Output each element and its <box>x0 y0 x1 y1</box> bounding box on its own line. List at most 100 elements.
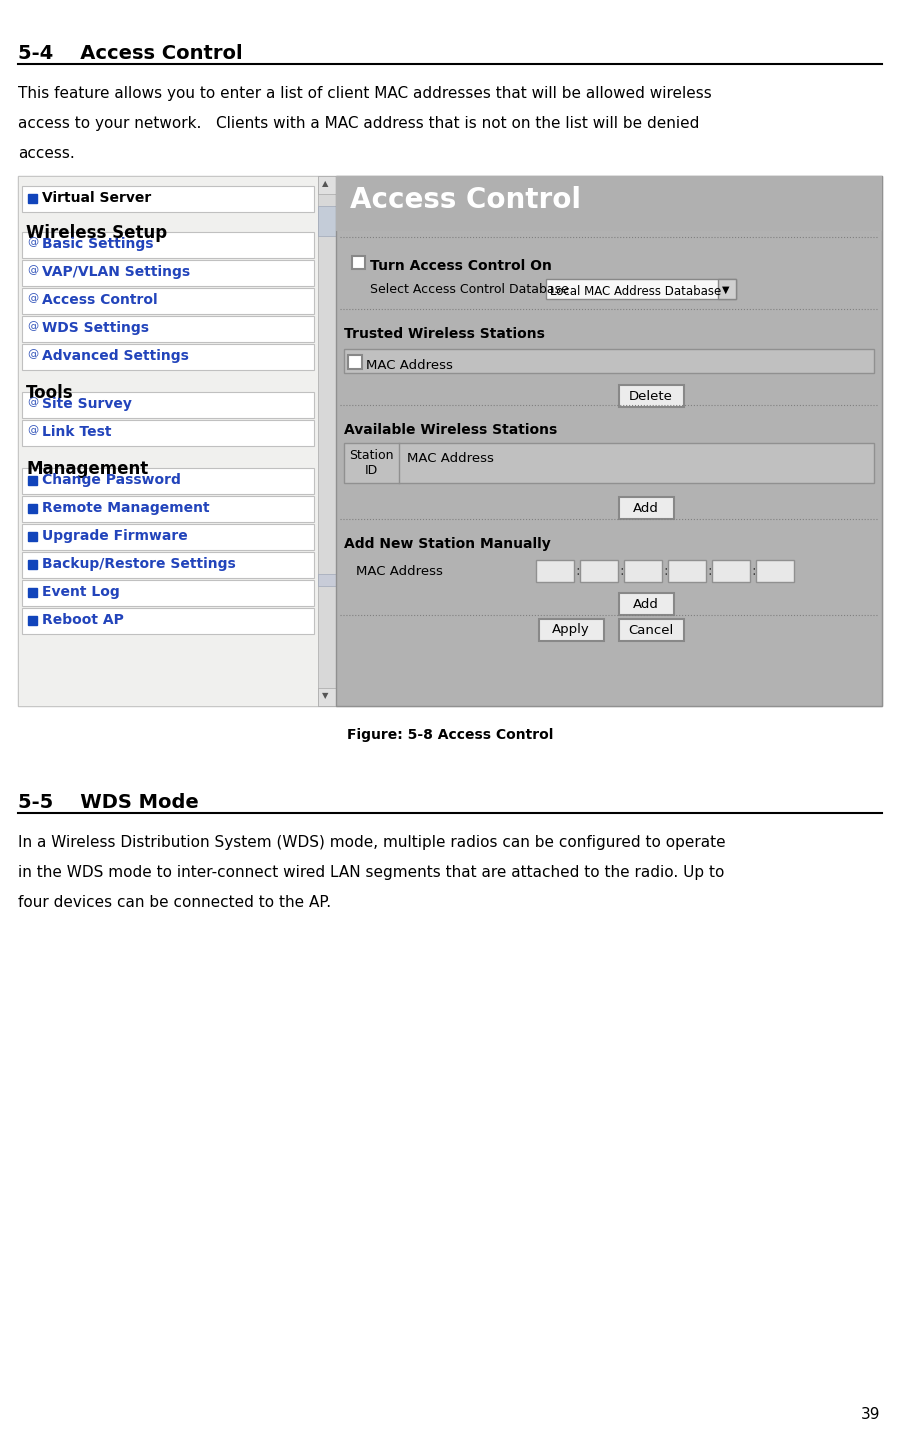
Bar <box>619 386 684 407</box>
Bar <box>536 560 574 582</box>
Bar <box>28 531 37 542</box>
Text: In a Wireless Distribution System (WDS) mode, multiple radios can be configured : In a Wireless Distribution System (WDS) … <box>18 835 725 851</box>
Text: Basic Settings: Basic Settings <box>42 237 154 251</box>
Text: This feature allows you to enter a list of client MAC addresses that will be all: This feature allows you to enter a list … <box>18 87 712 101</box>
Bar <box>18 176 318 706</box>
Text: in the WDS mode to inter-connect wired LAN segments that are attached to the rad: in the WDS mode to inter-connect wired L… <box>18 865 724 879</box>
Bar <box>539 619 604 641</box>
Text: Add New Station Manually: Add New Station Manually <box>344 537 551 552</box>
Text: access.: access. <box>18 146 75 160</box>
Text: Reboot AP: Reboot AP <box>42 614 124 627</box>
Bar <box>546 279 736 299</box>
Bar <box>22 391 314 417</box>
Text: :: : <box>707 565 712 578</box>
Text: @: @ <box>27 349 38 360</box>
Text: MAC Address: MAC Address <box>407 452 494 465</box>
Bar <box>344 443 874 482</box>
Bar <box>22 186 314 212</box>
Bar <box>22 608 314 634</box>
Text: four devices can be connected to the AP.: four devices can be connected to the AP. <box>18 895 331 910</box>
Text: Delete: Delete <box>629 390 673 403</box>
Text: ▼: ▼ <box>322 692 328 700</box>
Text: :: : <box>663 565 668 578</box>
Bar <box>28 560 37 569</box>
Bar <box>22 524 314 550</box>
Bar <box>22 316 314 342</box>
Text: Add: Add <box>633 598 659 611</box>
Bar <box>22 580 314 606</box>
Bar <box>712 560 750 582</box>
Bar <box>22 287 314 313</box>
Bar <box>352 256 365 269</box>
Bar <box>22 420 314 446</box>
Bar <box>28 588 37 596</box>
Bar <box>318 687 336 706</box>
Bar <box>580 560 618 582</box>
Bar <box>22 552 314 578</box>
Bar <box>348 355 362 370</box>
Bar <box>318 176 336 193</box>
Text: Wireless Setup: Wireless Setup <box>26 224 167 243</box>
Text: @: @ <box>27 266 38 274</box>
Bar <box>718 279 736 299</box>
Bar <box>22 495 314 521</box>
Text: 5-5    WDS Mode: 5-5 WDS Mode <box>18 793 199 812</box>
Bar <box>28 504 37 513</box>
Text: WDS Settings: WDS Settings <box>42 321 149 335</box>
Text: Upgrade Firmware: Upgrade Firmware <box>42 529 188 543</box>
Text: access to your network.   Clients with a MAC address that is not on the list wil: access to your network. Clients with a M… <box>18 116 699 131</box>
Text: @: @ <box>27 293 38 303</box>
Text: Event Log: Event Log <box>42 585 120 599</box>
Text: :: : <box>751 565 756 578</box>
Bar <box>344 349 874 373</box>
Text: Figure: 5-8 Access Control: Figure: 5-8 Access Control <box>346 728 554 742</box>
Bar <box>22 260 314 286</box>
Text: Advanced Settings: Advanced Settings <box>42 349 189 362</box>
Text: Cancel: Cancel <box>628 624 673 637</box>
Bar <box>318 206 336 235</box>
Bar <box>336 176 882 706</box>
Text: Virtual Server: Virtual Server <box>42 191 151 205</box>
Text: Link Test: Link Test <box>42 425 112 439</box>
Text: Turn Access Control On: Turn Access Control On <box>370 258 552 273</box>
Bar <box>28 477 37 485</box>
Text: @: @ <box>27 321 38 331</box>
Text: Change Password: Change Password <box>42 474 181 487</box>
Bar <box>619 497 674 518</box>
Text: ▼: ▼ <box>722 284 730 295</box>
Text: Local MAC Address Database: Local MAC Address Database <box>550 284 721 297</box>
Text: @: @ <box>27 425 38 435</box>
Text: Backup/Restore Settings: Backup/Restore Settings <box>42 557 236 570</box>
Text: :: : <box>575 565 580 578</box>
Text: Access Control: Access Control <box>350 186 581 214</box>
Bar <box>22 232 314 258</box>
Bar <box>22 344 314 370</box>
Bar <box>318 575 336 586</box>
Text: MAC Address: MAC Address <box>356 565 443 578</box>
Bar <box>619 619 684 641</box>
Text: Tools: Tools <box>26 384 74 401</box>
Text: @: @ <box>27 237 38 247</box>
Text: ▲: ▲ <box>322 179 328 188</box>
Text: 5-4    Access Control: 5-4 Access Control <box>18 43 243 64</box>
Bar <box>318 176 336 706</box>
Text: @: @ <box>27 397 38 407</box>
Bar <box>336 176 882 231</box>
Text: VAP/VLAN Settings: VAP/VLAN Settings <box>42 266 190 279</box>
Bar <box>18 176 882 706</box>
Text: Station
ID: Station ID <box>349 449 393 477</box>
Bar <box>756 560 794 582</box>
Text: Remote Management: Remote Management <box>42 501 210 516</box>
Bar <box>668 560 706 582</box>
Text: Apply: Apply <box>552 624 590 637</box>
Bar <box>22 468 314 494</box>
Text: Site Survey: Site Survey <box>42 397 132 412</box>
Text: MAC Address: MAC Address <box>366 360 453 373</box>
Bar <box>619 593 674 615</box>
Bar <box>28 193 37 204</box>
Text: Management: Management <box>26 461 148 478</box>
Text: 39: 39 <box>860 1406 880 1422</box>
Text: Trusted Wireless Stations: Trusted Wireless Stations <box>344 326 544 341</box>
Text: :: : <box>619 565 624 578</box>
Text: Select Access Control Database: Select Access Control Database <box>370 283 569 296</box>
